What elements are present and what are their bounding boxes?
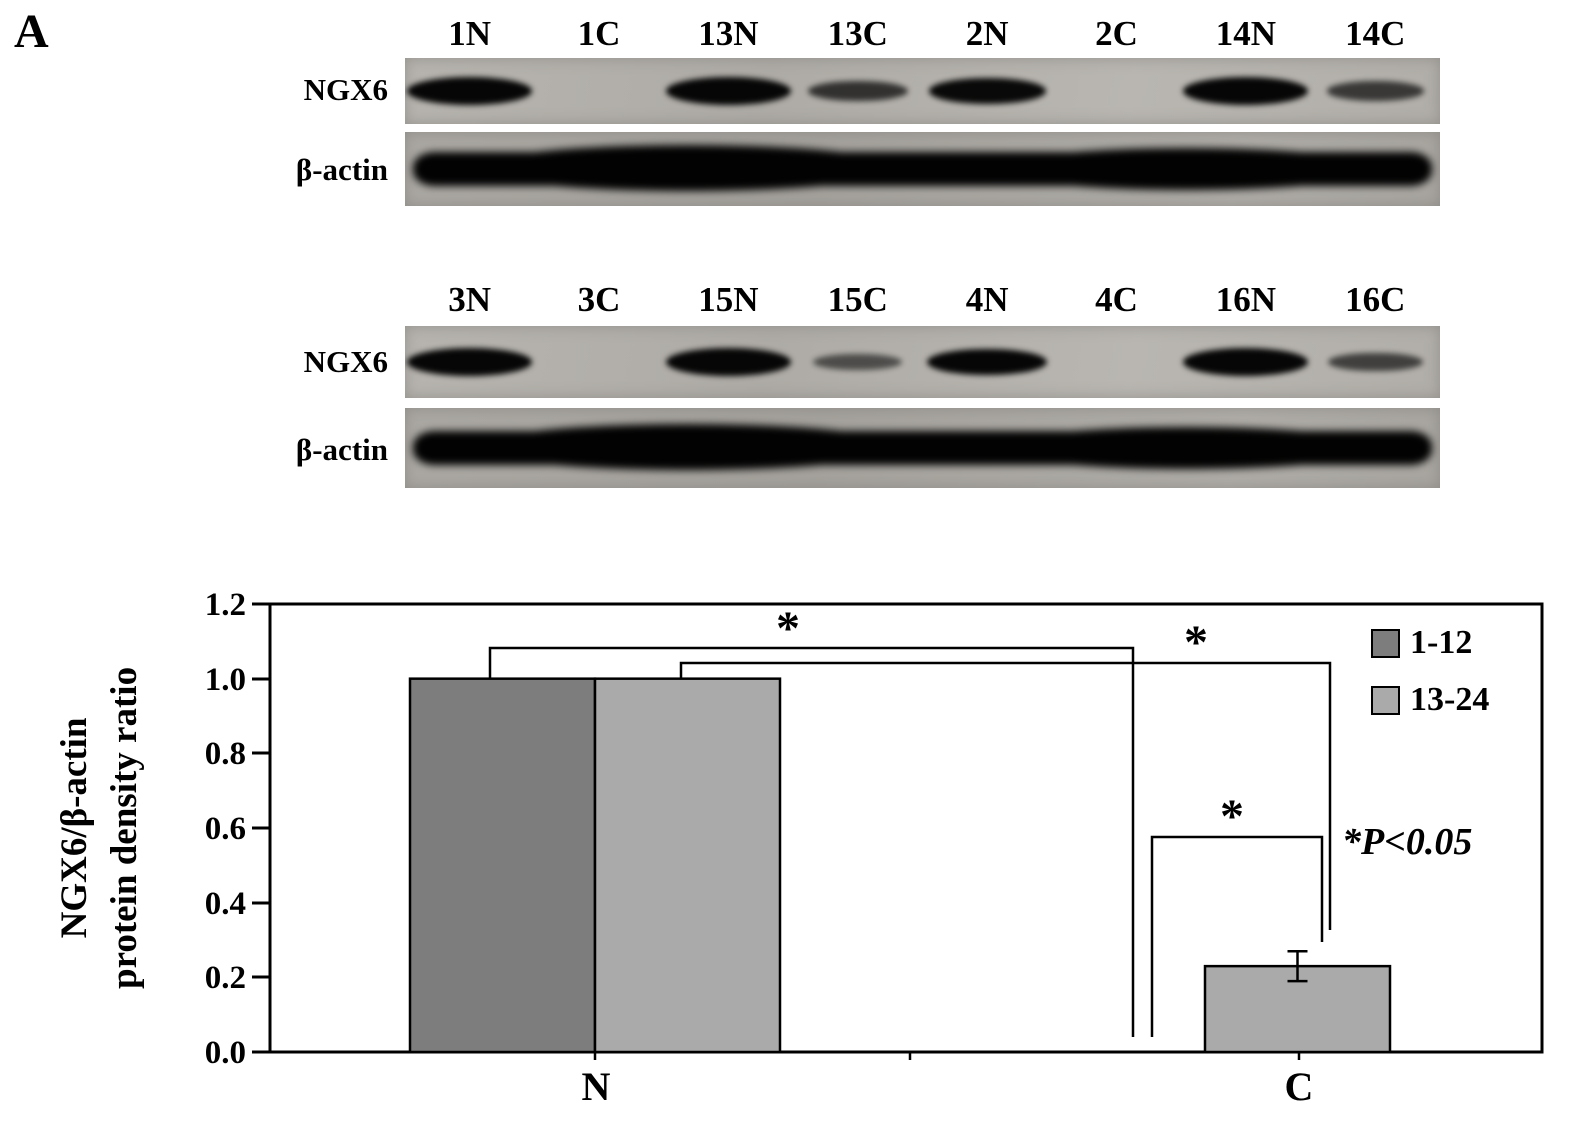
- lane-labels-group1: 1N 1C 13N 13C 2N 2C 14N 14C: [405, 14, 1440, 54]
- x-axis-ticks: [593, 1052, 1301, 1060]
- row-label-ngx6-group2: NGX6: [303, 344, 388, 379]
- legend-swatch-13-24: [1371, 686, 1400, 715]
- lane-label: 4C: [1095, 280, 1138, 319]
- lane-labels-group2: 3N 3C 15N 15C 4N 4C 16N 16C: [405, 280, 1440, 320]
- actin-band: [413, 424, 1432, 470]
- protein-band: [407, 77, 533, 105]
- lane-label: 2C: [1095, 14, 1138, 53]
- lane-label: 1C: [577, 14, 621, 53]
- asterisk: *: [1220, 790, 1244, 843]
- row-label-actin-group1: β-actin: [295, 152, 388, 187]
- x-label-c: C: [1285, 1064, 1314, 1109]
- y-tick-label: 1.0: [205, 662, 246, 698]
- protein-band: [807, 80, 908, 102]
- sig-bracket-3: [1150, 835, 1324, 1037]
- legend-swatch-1-12: [1371, 629, 1400, 658]
- sig-bracket-1: [488, 646, 1135, 1037]
- lane-label: 4N: [965, 280, 1009, 319]
- significance-brackets: [488, 646, 1332, 1037]
- protein-band: [1327, 352, 1423, 372]
- blot-ngx6-group1: [405, 58, 1440, 124]
- lane-label: 14C: [1345, 14, 1406, 53]
- legend: 1-12 13-24: [1371, 624, 1489, 718]
- error-bar: [1287, 949, 1308, 983]
- lane-label: 1N: [448, 14, 492, 53]
- lane-label: 3N: [448, 280, 492, 319]
- lane-label: 16N: [1215, 280, 1277, 319]
- protein-band: [927, 348, 1047, 376]
- lane-label: 13N: [698, 14, 759, 53]
- y-tick-label: 0.0: [205, 1035, 246, 1071]
- lane-label: 3C: [577, 280, 621, 319]
- sig-bracket-2: [679, 661, 1332, 930]
- legend-label-13-24: 13-24: [1410, 681, 1489, 718]
- protein-band: [1183, 77, 1309, 105]
- bar-chart: 1.2 1.0 0.8 0.6 0.4 0.2 0.0 * * * 1-12 1…: [205, 592, 1544, 1109]
- lane-label: 14N: [1215, 14, 1277, 53]
- lane-label: 16C: [1345, 280, 1406, 319]
- lane-label: 13C: [827, 14, 888, 53]
- y-tick-label: 1.2: [205, 592, 246, 623]
- y-axis-ticks: [252, 602, 270, 1054]
- blot-actin-group1: [405, 132, 1440, 206]
- protein-band: [928, 78, 1046, 104]
- y-tick-label: 0.6: [205, 811, 246, 847]
- y-tick-label: 0.2: [205, 960, 246, 996]
- protein-band: [1183, 348, 1309, 376]
- protein-band: [665, 77, 791, 105]
- lane-label: 2N: [965, 14, 1009, 53]
- protein-band: [407, 348, 533, 376]
- legend-label-1-12: 1-12: [1410, 624, 1472, 661]
- bars-layer: [408, 677, 1392, 1054]
- y-tick-label: 0.8: [205, 736, 246, 772]
- y-tick-label: 0.4: [205, 886, 246, 922]
- bar-13-24-N: [593, 677, 782, 1054]
- row-label-ngx6-group1: NGX6: [303, 72, 388, 107]
- asterisk: *: [1184, 616, 1208, 669]
- panel-label: A: [14, 5, 49, 58]
- y-tick-labels: 1.2 1.0 0.8 0.6 0.4 0.2 0.0: [205, 592, 246, 1071]
- blot-actin-group2: [405, 408, 1440, 488]
- p-value-note: *P<0.05: [1342, 821, 1472, 863]
- row-label-actin-group2: β-actin: [295, 432, 388, 467]
- blot-ngx6-group2: [405, 326, 1440, 398]
- significance-stars: * * *: [776, 602, 1244, 843]
- actin-band: [413, 145, 1432, 191]
- lane-label: 15C: [827, 280, 888, 319]
- protein-band: [1326, 81, 1425, 101]
- bar-1-12-N: [408, 677, 597, 1054]
- asterisk: *: [776, 602, 800, 655]
- lane-label: 15N: [698, 280, 759, 319]
- protein-band: [665, 348, 791, 376]
- x-category-labels: N C: [582, 1064, 1314, 1109]
- protein-band: [813, 353, 903, 371]
- x-label-n: N: [582, 1064, 611, 1109]
